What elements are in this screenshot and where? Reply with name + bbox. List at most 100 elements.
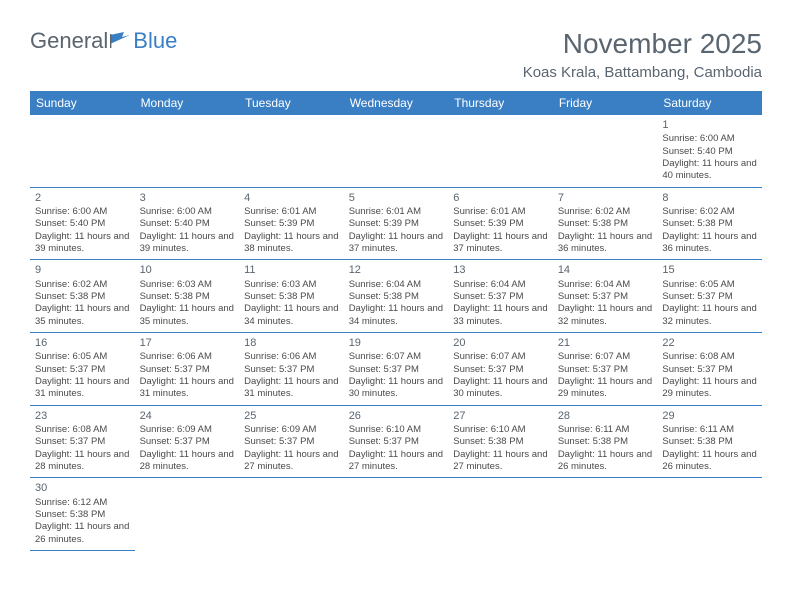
day-info-line: Daylight: 11 hours and 37 minutes. (453, 231, 548, 256)
day-number: 19 (349, 336, 444, 350)
day-info-line: Sunset: 5:38 PM (662, 218, 757, 230)
day-info-line: Sunrise: 6:00 AM (662, 133, 757, 145)
day-info-line: Sunrise: 6:07 AM (349, 351, 444, 363)
day-header: Thursday (448, 91, 553, 115)
day-info-line: Daylight: 11 hours and 31 minutes. (35, 376, 130, 401)
day-info-line: Sunset: 5:37 PM (35, 364, 130, 376)
day-number: 2 (35, 191, 130, 205)
day-info-line: Sunrise: 6:06 AM (244, 351, 339, 363)
day-info-line: Daylight: 11 hours and 28 minutes. (35, 449, 130, 474)
calendar-cell: 3Sunrise: 6:00 AMSunset: 5:40 PMDaylight… (135, 187, 240, 260)
day-info-line: Sunset: 5:37 PM (558, 291, 653, 303)
day-info-line: Sunset: 5:38 PM (453, 436, 548, 448)
calendar-week: 16Sunrise: 6:05 AMSunset: 5:37 PMDayligh… (30, 333, 762, 406)
day-number: 4 (244, 191, 339, 205)
calendar-cell: 14Sunrise: 6:04 AMSunset: 5:37 PMDayligh… (553, 260, 658, 333)
calendar-cell: 4Sunrise: 6:01 AMSunset: 5:39 PMDaylight… (239, 187, 344, 260)
calendar-cell: 8Sunrise: 6:02 AMSunset: 5:38 PMDaylight… (657, 187, 762, 260)
calendar-cell (344, 478, 449, 551)
calendar-cell (239, 115, 344, 187)
day-info-line: Sunrise: 6:02 AM (558, 206, 653, 218)
day-header: Monday (135, 91, 240, 115)
calendar-cell: 11Sunrise: 6:03 AMSunset: 5:38 PMDayligh… (239, 260, 344, 333)
calendar-cell (448, 478, 553, 551)
day-info-line: Sunset: 5:40 PM (140, 218, 235, 230)
calendar-cell (135, 115, 240, 187)
day-info-line: Daylight: 11 hours and 36 minutes. (662, 231, 757, 256)
day-info-line: Sunset: 5:39 PM (244, 218, 339, 230)
day-info-line: Daylight: 11 hours and 39 minutes. (140, 231, 235, 256)
day-info-line: Sunset: 5:38 PM (244, 291, 339, 303)
calendar-cell: 2Sunrise: 6:00 AMSunset: 5:40 PMDaylight… (30, 187, 135, 260)
day-info-line: Sunset: 5:38 PM (662, 436, 757, 448)
calendar-cell: 30Sunrise: 6:12 AMSunset: 5:38 PMDayligh… (30, 478, 135, 551)
calendar-cell: 18Sunrise: 6:06 AMSunset: 5:37 PMDayligh… (239, 333, 344, 406)
day-number: 10 (140, 263, 235, 277)
day-info-line: Daylight: 11 hours and 33 minutes. (453, 303, 548, 328)
day-number: 30 (35, 481, 130, 495)
day-info-line: Sunset: 5:40 PM (662, 146, 757, 158)
day-info-line: Sunrise: 6:02 AM (35, 279, 130, 291)
day-info-line: Daylight: 11 hours and 36 minutes. (558, 231, 653, 256)
day-info-line: Sunrise: 6:00 AM (35, 206, 130, 218)
day-number: 23 (35, 409, 130, 423)
day-info-line: Daylight: 11 hours and 29 minutes. (558, 376, 653, 401)
day-info-line: Daylight: 11 hours and 34 minutes. (349, 303, 444, 328)
calendar-cell: 28Sunrise: 6:11 AMSunset: 5:38 PMDayligh… (553, 405, 658, 478)
day-info-line: Sunset: 5:37 PM (349, 364, 444, 376)
day-info-line: Sunset: 5:37 PM (453, 364, 548, 376)
day-info-line: Daylight: 11 hours and 35 minutes. (35, 303, 130, 328)
calendar-cell: 20Sunrise: 6:07 AMSunset: 5:37 PMDayligh… (448, 333, 553, 406)
day-info-line: Daylight: 11 hours and 27 minutes. (453, 449, 548, 474)
calendar-week: 1Sunrise: 6:00 AMSunset: 5:40 PMDaylight… (30, 115, 762, 187)
day-info-line: Sunrise: 6:08 AM (662, 351, 757, 363)
day-info-line: Sunset: 5:38 PM (140, 291, 235, 303)
day-header-row: Sunday Monday Tuesday Wednesday Thursday… (30, 91, 762, 115)
day-number: 14 (558, 263, 653, 277)
calendar-cell (657, 478, 762, 551)
calendar-cell: 10Sunrise: 6:03 AMSunset: 5:38 PMDayligh… (135, 260, 240, 333)
day-info-line: Sunrise: 6:03 AM (244, 279, 339, 291)
day-info-line: Sunrise: 6:04 AM (558, 279, 653, 291)
day-info-line: Daylight: 11 hours and 34 minutes. (244, 303, 339, 328)
day-info-line: Sunset: 5:37 PM (558, 364, 653, 376)
day-number: 27 (453, 409, 548, 423)
calendar-cell (553, 478, 658, 551)
day-number: 8 (662, 191, 757, 205)
day-info-line: Sunrise: 6:05 AM (35, 351, 130, 363)
calendar-cell (448, 115, 553, 187)
calendar-cell: 21Sunrise: 6:07 AMSunset: 5:37 PMDayligh… (553, 333, 658, 406)
calendar-cell: 24Sunrise: 6:09 AMSunset: 5:37 PMDayligh… (135, 405, 240, 478)
day-number: 15 (662, 263, 757, 277)
day-number: 1 (662, 118, 757, 132)
calendar-cell (553, 115, 658, 187)
calendar-cell: 25Sunrise: 6:09 AMSunset: 5:37 PMDayligh… (239, 405, 344, 478)
calendar-week: 2Sunrise: 6:00 AMSunset: 5:40 PMDaylight… (30, 187, 762, 260)
day-info-line: Sunset: 5:38 PM (35, 291, 130, 303)
day-info-line: Sunset: 5:39 PM (453, 218, 548, 230)
day-info-line: Sunset: 5:38 PM (35, 509, 130, 521)
day-info-line: Sunrise: 6:11 AM (558, 424, 653, 436)
calendar-cell: 23Sunrise: 6:08 AMSunset: 5:37 PMDayligh… (30, 405, 135, 478)
day-info-line: Sunset: 5:37 PM (662, 291, 757, 303)
day-number: 7 (558, 191, 653, 205)
day-number: 18 (244, 336, 339, 350)
calendar-cell: 1Sunrise: 6:00 AMSunset: 5:40 PMDaylight… (657, 115, 762, 187)
location: Koas Krala, Battambang, Cambodia (523, 64, 762, 81)
logo-text-2: Blue (133, 28, 177, 54)
calendar-cell: 6Sunrise: 6:01 AMSunset: 5:39 PMDaylight… (448, 187, 553, 260)
day-info-line: Sunrise: 6:09 AM (140, 424, 235, 436)
day-info-line: Sunrise: 6:00 AM (140, 206, 235, 218)
calendar-cell: 17Sunrise: 6:06 AMSunset: 5:37 PMDayligh… (135, 333, 240, 406)
calendar-cell: 26Sunrise: 6:10 AMSunset: 5:37 PMDayligh… (344, 405, 449, 478)
day-header: Sunday (30, 91, 135, 115)
calendar-cell (30, 115, 135, 187)
day-info-line: Daylight: 11 hours and 27 minutes. (349, 449, 444, 474)
day-info-line: Sunrise: 6:07 AM (558, 351, 653, 363)
day-info-line: Sunset: 5:37 PM (349, 436, 444, 448)
day-info-line: Sunset: 5:38 PM (558, 436, 653, 448)
day-info-line: Sunset: 5:39 PM (349, 218, 444, 230)
calendar-cell: 5Sunrise: 6:01 AMSunset: 5:39 PMDaylight… (344, 187, 449, 260)
day-info-line: Sunset: 5:38 PM (558, 218, 653, 230)
day-number: 20 (453, 336, 548, 350)
